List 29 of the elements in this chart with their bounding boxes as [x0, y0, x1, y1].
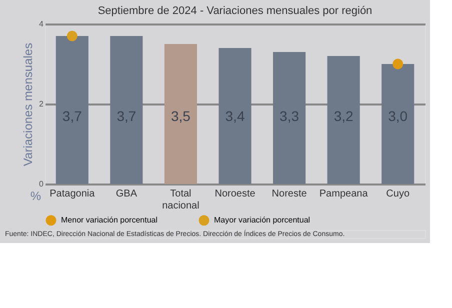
bar: [382, 64, 414, 184]
bar: [110, 36, 143, 184]
data-label: 3,0: [388, 108, 408, 124]
y-axis-title: Variaciones mensuales: [21, 42, 36, 166]
y-tick-label: 4: [39, 20, 44, 28]
bar: [56, 36, 88, 184]
legend-label: Mayor variación porcentual: [214, 215, 310, 224]
data-label: 3,4: [225, 108, 245, 124]
text: %: [30, 189, 42, 203]
y-tick-label: 2: [39, 100, 44, 108]
y-tick-label: 0: [39, 180, 44, 188]
x-tick-label: Noreste: [272, 188, 308, 200]
x-tick-label: Noroeste: [214, 188, 256, 200]
bar: [273, 52, 306, 184]
legend-label: Menor variación porcentual: [61, 215, 158, 224]
x-tick-label: Total nacional: [162, 188, 200, 212]
data-label: 3,3: [280, 108, 300, 124]
data-label: 3,7: [62, 108, 82, 124]
bar: [218, 48, 252, 184]
x-tick-label: Patagonia: [50, 188, 96, 200]
x-tick-label: GBA: [116, 188, 138, 200]
chart-title: Septiembre de 2024 - Variaciones mensuales por región: [98, 5, 372, 17]
bar: [327, 56, 360, 184]
data-label: 3,5: [170, 108, 191, 124]
bar: [164, 44, 197, 184]
data-label: 3,7: [116, 108, 136, 124]
x-tick-label: Cuyo: [386, 188, 410, 200]
data-label: 3,2: [334, 108, 354, 124]
x-tick-label: Pampeana: [319, 188, 368, 200]
